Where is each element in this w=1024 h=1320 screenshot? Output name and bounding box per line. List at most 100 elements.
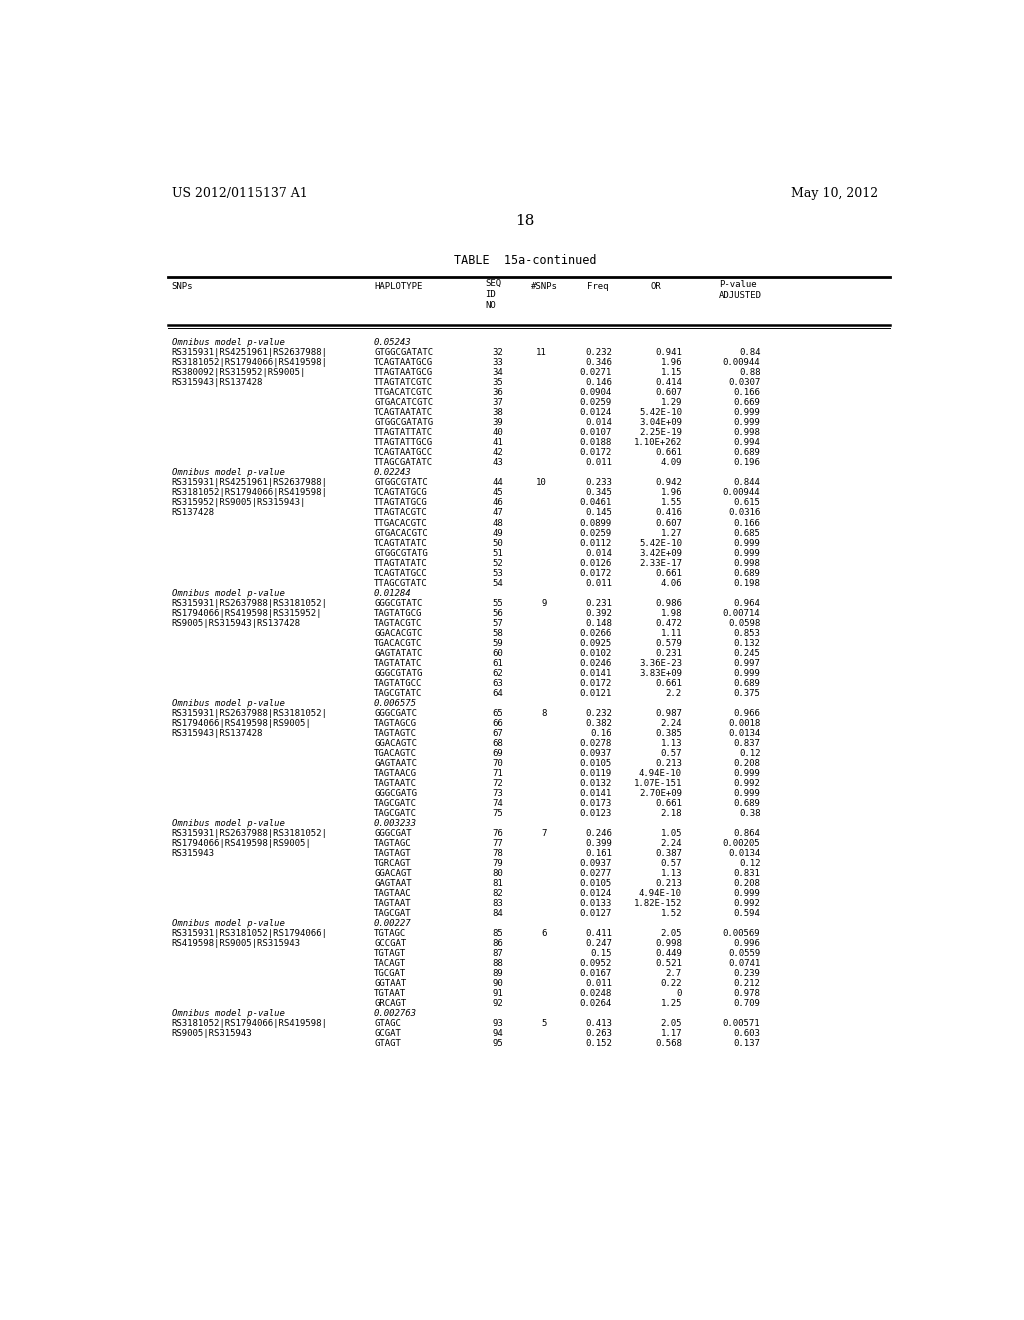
Text: 1.82E-152: 1.82E-152 bbox=[634, 899, 682, 908]
Text: 0.689: 0.689 bbox=[733, 449, 761, 458]
Text: 0.685: 0.685 bbox=[733, 528, 761, 537]
Text: 0.196: 0.196 bbox=[733, 458, 761, 467]
Text: 0.399: 0.399 bbox=[586, 840, 612, 847]
Text: 0.579: 0.579 bbox=[655, 639, 682, 648]
Text: GCCGAT: GCCGAT bbox=[374, 939, 407, 948]
Text: 32: 32 bbox=[493, 348, 504, 358]
Text: 0.0559: 0.0559 bbox=[728, 949, 761, 958]
Text: GAGTAAT: GAGTAAT bbox=[374, 879, 412, 888]
Text: 0.011: 0.011 bbox=[586, 979, 612, 989]
Text: 0.38: 0.38 bbox=[739, 809, 761, 818]
Text: 1.17: 1.17 bbox=[660, 1030, 682, 1038]
Text: 71: 71 bbox=[493, 768, 504, 777]
Text: 0.84: 0.84 bbox=[739, 348, 761, 358]
Text: 0.999: 0.999 bbox=[733, 768, 761, 777]
Text: 63: 63 bbox=[493, 678, 504, 688]
Text: GTGGCGATATC: GTGGCGATATC bbox=[374, 348, 433, 358]
Text: 3.83E+09: 3.83E+09 bbox=[639, 669, 682, 677]
Text: TGRCAGT: TGRCAGT bbox=[374, 859, 412, 869]
Text: 0.844: 0.844 bbox=[733, 478, 761, 487]
Text: May 10, 2012: May 10, 2012 bbox=[791, 187, 878, 199]
Text: 0.0141: 0.0141 bbox=[580, 669, 612, 677]
Text: 85: 85 bbox=[493, 929, 504, 939]
Text: 0.0316: 0.0316 bbox=[728, 508, 761, 517]
Text: HAPLOTYPE: HAPLOTYPE bbox=[374, 282, 422, 292]
Text: TAGTATGCC: TAGTATGCC bbox=[374, 678, 422, 688]
Text: Omnibus model p-value: Omnibus model p-value bbox=[172, 469, 285, 478]
Text: 0.132: 0.132 bbox=[733, 639, 761, 648]
Text: 55: 55 bbox=[493, 598, 504, 607]
Text: RS315931|RS4251961|RS2637988|: RS315931|RS4251961|RS2637988| bbox=[172, 348, 328, 358]
Text: 0.999: 0.999 bbox=[733, 539, 761, 548]
Text: 61: 61 bbox=[493, 659, 504, 668]
Text: RS380092|RS315952|RS9005|: RS380092|RS315952|RS9005| bbox=[172, 368, 306, 378]
Text: 0.0307: 0.0307 bbox=[728, 379, 761, 387]
Text: 0.05243: 0.05243 bbox=[374, 338, 412, 347]
Text: TAGTAAC: TAGTAAC bbox=[374, 888, 412, 898]
Text: 0.689: 0.689 bbox=[733, 569, 761, 578]
Text: 0.0119: 0.0119 bbox=[580, 768, 612, 777]
Text: 0.998: 0.998 bbox=[655, 939, 682, 948]
Text: 0.12: 0.12 bbox=[739, 859, 761, 869]
Text: 7: 7 bbox=[542, 829, 547, 838]
Text: 0.375: 0.375 bbox=[733, 689, 761, 698]
Text: 0.0741: 0.0741 bbox=[728, 960, 761, 968]
Text: 0.837: 0.837 bbox=[733, 739, 761, 747]
Text: 1.29: 1.29 bbox=[660, 399, 682, 408]
Text: 45: 45 bbox=[493, 488, 504, 498]
Text: 94: 94 bbox=[493, 1030, 504, 1038]
Text: 0.12: 0.12 bbox=[739, 748, 761, 758]
Text: 0.0925: 0.0925 bbox=[580, 639, 612, 648]
Text: 1.11: 1.11 bbox=[660, 628, 682, 638]
Text: RS9005|RS315943|RS137428: RS9005|RS315943|RS137428 bbox=[172, 619, 301, 627]
Text: 89: 89 bbox=[493, 969, 504, 978]
Text: 9: 9 bbox=[542, 598, 547, 607]
Text: 11: 11 bbox=[537, 348, 547, 358]
Text: 67: 67 bbox=[493, 729, 504, 738]
Text: GAGTAATC: GAGTAATC bbox=[374, 759, 417, 768]
Text: 79: 79 bbox=[493, 859, 504, 869]
Text: TAGTATATC: TAGTATATC bbox=[374, 659, 422, 668]
Text: 33: 33 bbox=[493, 358, 504, 367]
Text: RS1794066|RS419598|RS315952|: RS1794066|RS419598|RS315952| bbox=[172, 609, 323, 618]
Text: 0.263: 0.263 bbox=[586, 1030, 612, 1038]
Text: 0.346: 0.346 bbox=[586, 358, 612, 367]
Text: 4.94E-10: 4.94E-10 bbox=[639, 768, 682, 777]
Text: 0.942: 0.942 bbox=[655, 478, 682, 487]
Text: GGACAGT: GGACAGT bbox=[374, 869, 412, 878]
Text: GGGCGATC: GGGCGATC bbox=[374, 709, 417, 718]
Text: RS315931|RS3181052|RS1794066|: RS315931|RS3181052|RS1794066| bbox=[172, 929, 328, 939]
Text: 0.661: 0.661 bbox=[655, 799, 682, 808]
Text: 4.06: 4.06 bbox=[660, 578, 682, 587]
Text: TAGTAACG: TAGTAACG bbox=[374, 768, 417, 777]
Text: 0.0266: 0.0266 bbox=[580, 628, 612, 638]
Text: TCAGTAATGCC: TCAGTAATGCC bbox=[374, 449, 433, 458]
Text: 0.57: 0.57 bbox=[660, 859, 682, 869]
Text: TGCGAT: TGCGAT bbox=[374, 969, 407, 978]
Text: 0.831: 0.831 bbox=[733, 869, 761, 878]
Text: 80: 80 bbox=[493, 869, 504, 878]
Text: 0.966: 0.966 bbox=[733, 709, 761, 718]
Text: 0.709: 0.709 bbox=[733, 999, 761, 1008]
Text: RS315943|RS137428: RS315943|RS137428 bbox=[172, 379, 263, 387]
Text: 0.411: 0.411 bbox=[586, 929, 612, 939]
Text: 1.96: 1.96 bbox=[660, 488, 682, 498]
Text: RS315931|RS4251961|RS2637988|: RS315931|RS4251961|RS2637988| bbox=[172, 478, 328, 487]
Text: 1.25: 1.25 bbox=[660, 999, 682, 1008]
Text: 0.00944: 0.00944 bbox=[723, 358, 761, 367]
Text: 0.998: 0.998 bbox=[733, 558, 761, 568]
Text: TGTAGC: TGTAGC bbox=[374, 929, 407, 939]
Text: RS419598|RS9005|RS315943: RS419598|RS9005|RS315943 bbox=[172, 939, 301, 948]
Text: TAGCGTATC: TAGCGTATC bbox=[374, 689, 422, 698]
Text: 0.0123: 0.0123 bbox=[580, 809, 612, 818]
Text: 0.239: 0.239 bbox=[733, 969, 761, 978]
Text: 44: 44 bbox=[493, 478, 504, 487]
Text: 0.999: 0.999 bbox=[733, 888, 761, 898]
Text: 0.15: 0.15 bbox=[591, 949, 612, 958]
Text: 49: 49 bbox=[493, 528, 504, 537]
Text: 10: 10 bbox=[537, 478, 547, 487]
Text: 50: 50 bbox=[493, 539, 504, 548]
Text: 0.385: 0.385 bbox=[655, 729, 682, 738]
Text: 0.003233: 0.003233 bbox=[374, 818, 417, 828]
Text: 0.0937: 0.0937 bbox=[580, 748, 612, 758]
